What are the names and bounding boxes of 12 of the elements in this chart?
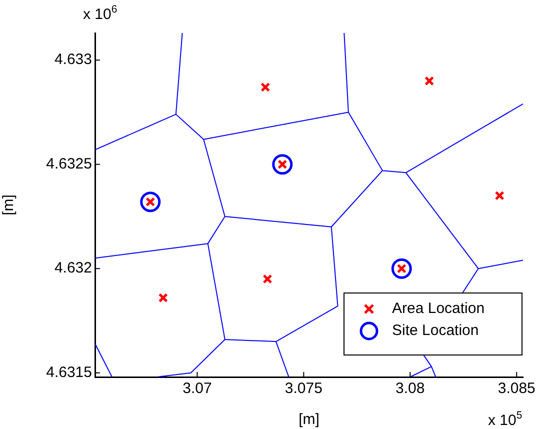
x-tick-label: 3.085 <box>498 380 536 398</box>
y-tick-label: 4.633 <box>54 51 92 68</box>
legend-label: Site Location <box>392 322 479 340</box>
x-tick-label: 3.08 <box>396 380 425 398</box>
y-axis-title: [m] <box>0 194 18 216</box>
y-tick-label: 4.6315 <box>46 364 92 381</box>
x-tick-label: 3.075 <box>284 380 322 398</box>
y-tick-label: 4.632 <box>54 260 92 277</box>
y-tick-label: 4.6325 <box>46 155 92 172</box>
legend-label: Area Location <box>392 300 485 318</box>
x-axis-title: [m] <box>298 411 320 428</box>
x-tick-label: 3.07 <box>182 380 212 398</box>
